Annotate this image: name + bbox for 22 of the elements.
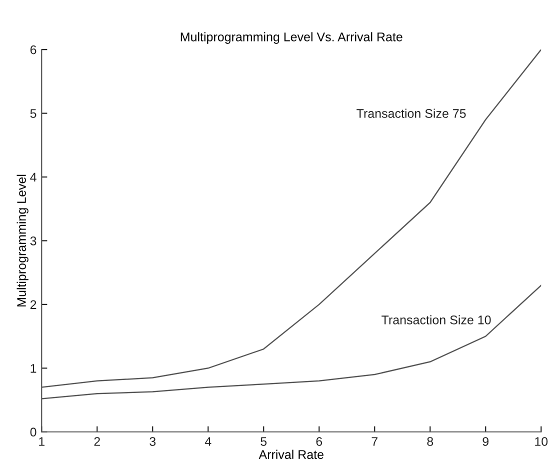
x-tick-label: 7 xyxy=(372,437,378,446)
y-tick-label: 0 xyxy=(30,428,36,437)
x-tick-label: 4 xyxy=(204,437,212,446)
y-tick-label: 4 xyxy=(30,172,36,182)
y-tick-label: 6 xyxy=(30,45,36,54)
x-tick-label: 3 xyxy=(150,437,156,446)
y-tick-label: 2 xyxy=(30,300,36,309)
series-label: Transaction Size 10 xyxy=(382,315,491,324)
y-tick-label: 3 xyxy=(30,236,36,246)
x-axis-title: Arrival Rate xyxy=(258,450,324,459)
chart-title: Multiprogramming Level Vs. Arrival Rate xyxy=(180,32,402,44)
x-tick-label: 6 xyxy=(316,437,322,446)
series-label: Transaction Size 75 xyxy=(356,108,466,118)
x-tick-label: 10 xyxy=(535,437,548,446)
y-tick-label: 5 xyxy=(30,109,36,118)
x-tick-label: 8 xyxy=(427,437,434,446)
x-tick-label: 1 xyxy=(39,437,44,446)
y-tick-label: 1 xyxy=(30,364,36,373)
y-axis-title: Multiprogramming Level xyxy=(16,174,28,306)
x-tick-label: 9 xyxy=(482,437,489,446)
x-tick-label: 5 xyxy=(260,437,267,446)
x-tick-label: 2 xyxy=(94,437,100,446)
